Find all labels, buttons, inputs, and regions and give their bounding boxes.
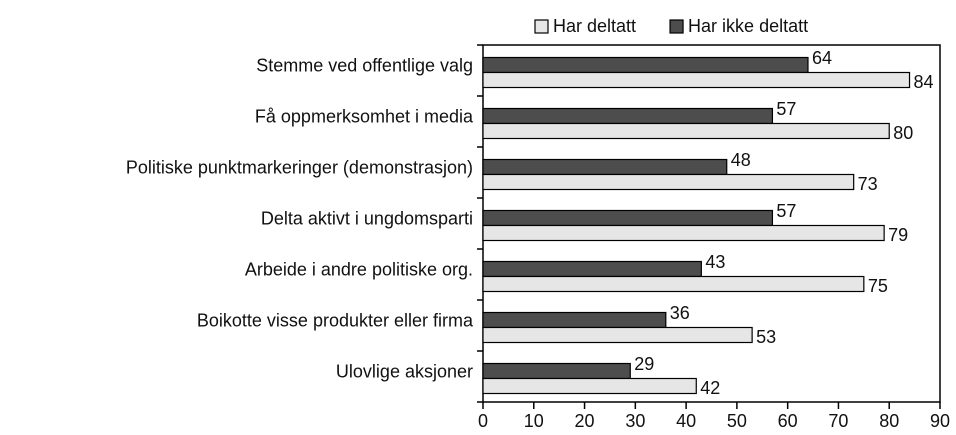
bar bbox=[482, 158, 728, 176]
x-tick-label: 60 bbox=[778, 411, 798, 431]
data-label: 48 bbox=[731, 150, 751, 170]
data-label: 64 bbox=[812, 48, 832, 68]
x-tick-label: 30 bbox=[625, 411, 645, 431]
x-tick-label: 0 bbox=[478, 411, 488, 431]
legend-swatch bbox=[669, 19, 684, 34]
x-tick-label: 70 bbox=[828, 411, 848, 431]
bar bbox=[482, 260, 702, 278]
bar bbox=[482, 173, 855, 191]
data-label: 53 bbox=[756, 327, 776, 347]
data-label: 73 bbox=[858, 174, 878, 194]
x-tick-label: 90 bbox=[930, 411, 950, 431]
bar bbox=[482, 377, 697, 395]
bar bbox=[482, 107, 774, 125]
y-tick-label: Arbeide i andre politiske org. bbox=[245, 259, 473, 279]
x-tick-label: 20 bbox=[575, 411, 595, 431]
bar bbox=[482, 122, 890, 140]
legend-swatch bbox=[534, 19, 549, 34]
data-label: 57 bbox=[776, 99, 796, 119]
x-tick-label: 50 bbox=[727, 411, 747, 431]
x-tick-label: 40 bbox=[676, 411, 696, 431]
data-label: 42 bbox=[700, 378, 720, 398]
bar bbox=[482, 362, 631, 380]
y-tick-label: Politiske punktmarkeringer (demonstrasjo… bbox=[126, 157, 473, 177]
bar bbox=[482, 71, 911, 89]
bar bbox=[482, 209, 774, 227]
x-tick-label: 10 bbox=[524, 411, 544, 431]
bar bbox=[482, 326, 753, 344]
bar bbox=[482, 275, 865, 293]
data-label: 57 bbox=[776, 201, 796, 221]
data-label: 43 bbox=[705, 252, 725, 272]
data-label: 36 bbox=[670, 303, 690, 323]
data-label: 79 bbox=[888, 225, 908, 245]
y-tick-label: Delta aktivt i ungdomsparti bbox=[261, 208, 473, 228]
data-label: 75 bbox=[868, 276, 888, 296]
data-label: 80 bbox=[893, 123, 913, 143]
y-tick-label: Ulovlige aksjoner bbox=[336, 361, 473, 381]
bar bbox=[482, 224, 885, 242]
data-label: 29 bbox=[634, 354, 654, 374]
y-tick-label: Få oppmerksomhet i media bbox=[255, 106, 474, 126]
bar bbox=[482, 311, 667, 329]
legend-label: Har ikke deltatt bbox=[688, 16, 808, 36]
y-tick-label: Stemme ved offentlige valg bbox=[256, 55, 473, 75]
x-tick-label: 80 bbox=[879, 411, 899, 431]
bar bbox=[482, 56, 809, 74]
data-label: 84 bbox=[914, 72, 934, 92]
legend-label: Har deltatt bbox=[553, 16, 636, 36]
y-tick-label: Boikotte visse produkter eller firma bbox=[197, 310, 474, 330]
